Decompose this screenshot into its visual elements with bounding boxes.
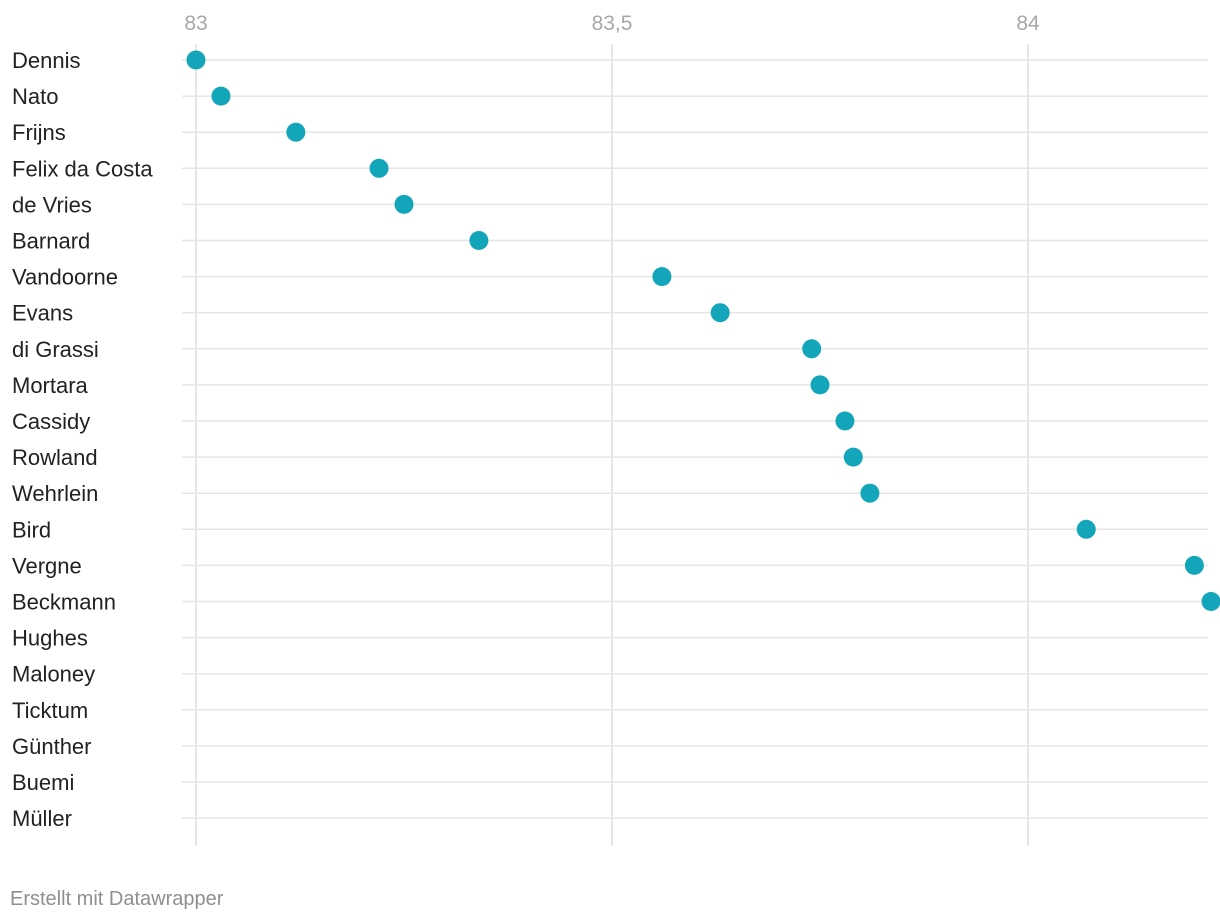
data-point (860, 483, 880, 503)
data-point (469, 231, 489, 250)
category-label: Wehrlein (12, 481, 98, 506)
data-point (369, 158, 389, 178)
category-label: Mortara (12, 373, 89, 398)
x-tick-label: 84 (1016, 12, 1040, 35)
category-label: Cassidy (12, 409, 90, 434)
category-label: Müller (12, 806, 72, 831)
category-label: Beckmann (12, 590, 116, 615)
data-point (286, 122, 306, 142)
category-label: Ticktum (12, 698, 88, 723)
x-tick-label: 83 (184, 12, 207, 35)
data-point (843, 447, 863, 467)
category-label: Nato (12, 84, 58, 109)
x-tick-label: 83,5 (592, 12, 633, 35)
data-point (186, 50, 206, 70)
category-label: Buemi (12, 770, 74, 795)
category-labels: Dennis Nato Frijns Felix da Costa de Vries Ba… (12, 48, 153, 831)
category-label: Vandoorne (12, 265, 118, 290)
category-label: Hughes (12, 626, 88, 651)
category-label: Bird (12, 517, 51, 542)
data-point (835, 411, 855, 431)
vertical-gridlines (195, 44, 1029, 846)
datawrapper-credit: Erstellt mit Datawrapper (10, 888, 224, 910)
category-label: de Vries (12, 192, 92, 217)
data-point (1184, 555, 1204, 575)
data-point (211, 86, 231, 106)
data-points (186, 50, 1220, 611)
data-point (1076, 519, 1096, 539)
category-label: Maloney (12, 662, 95, 687)
data-point (802, 339, 822, 359)
category-label: Vergne (12, 553, 82, 578)
category-label: Felix da Costa (12, 156, 153, 181)
category-label: di Grassi (12, 337, 99, 362)
category-label: Evans (12, 301, 73, 326)
data-point (652, 267, 672, 287)
data-point (1201, 592, 1220, 611)
horizontal-gridlines (182, 59, 1208, 819)
category-label: Günther (12, 734, 92, 759)
category-label: Barnard (12, 229, 90, 254)
data-point (710, 303, 730, 323)
category-label: Dennis (12, 48, 80, 73)
data-point (810, 375, 830, 395)
data-point (394, 194, 414, 214)
category-label: Frijns (12, 120, 66, 145)
category-label: Rowland (12, 445, 98, 470)
